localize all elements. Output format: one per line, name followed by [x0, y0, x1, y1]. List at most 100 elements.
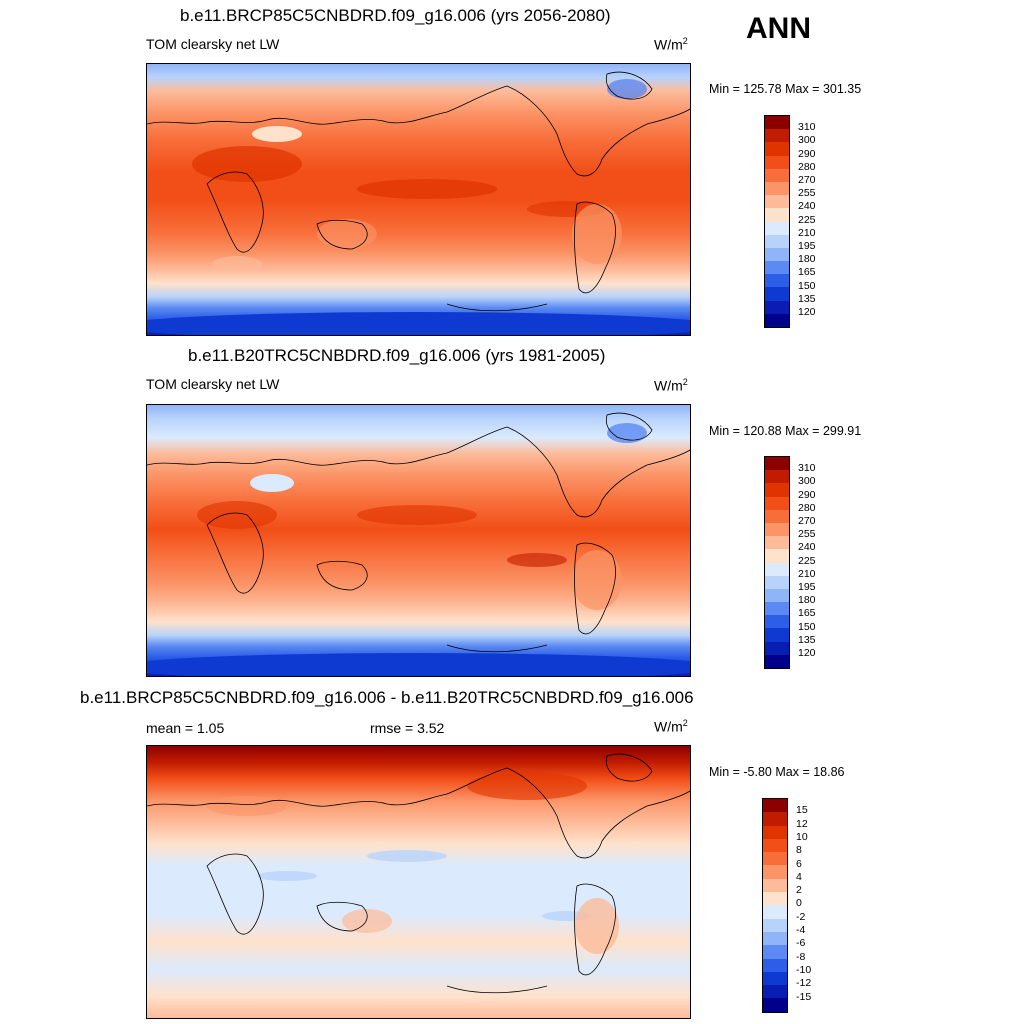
colorbar-swatch: [763, 958, 787, 972]
colorbar-swatch: [765, 470, 789, 484]
panel2-variable-label: TOM clearsky net LW: [146, 376, 280, 392]
colorbar-swatch: [765, 274, 789, 288]
colorbar-swatch: [765, 536, 789, 550]
colorbar-tick-label: 10: [796, 830, 808, 843]
panel3-mean-label: mean = 1.05: [146, 720, 225, 736]
colorbar-tick-label: 120: [798, 647, 816, 659]
colorbar-tick-label: -4: [796, 924, 806, 936]
colorbar-tick-label: 0: [796, 897, 802, 910]
colorbar-tick-label: 210: [798, 226, 816, 239]
colorbar-tick-label: -15: [796, 990, 812, 1003]
colorbar-tick-label: 165: [798, 607, 816, 620]
colorbar-tick-label: 290: [798, 488, 816, 501]
colorbar-swatch: [763, 945, 787, 959]
colorbar-swatch: [763, 852, 787, 866]
panel3-title: b.e11.BRCP85C5CNBDRD.f09_g16.006 - b.e11…: [80, 688, 694, 707]
colorbar-swatch: [763, 878, 787, 893]
colorbar-swatch: [763, 838, 787, 853]
colorbar-swatch: [763, 892, 787, 906]
colorbar-tick-label: 12: [796, 817, 808, 830]
colorbar-swatch: [763, 971, 787, 986]
colorbar-swatch: [763, 998, 787, 1012]
colorbar-tick-label: 210: [798, 567, 816, 580]
colorbar-swatch: [765, 615, 789, 629]
colorbar-swatch: [765, 654, 789, 668]
colorbar-swatch: [763, 799, 787, 813]
panel3-map: [146, 745, 691, 1019]
season-label: ANN: [746, 12, 811, 45]
panel1-units: W/m2: [654, 36, 688, 53]
colorbar-swatch: [765, 129, 789, 143]
panel3-units: W/m2: [654, 718, 688, 735]
panel2-units: W/m2: [654, 377, 688, 394]
panel1-map: [146, 63, 691, 336]
colorbar-tick-label: 240: [798, 200, 816, 213]
colorbar-swatch: [765, 509, 789, 523]
colorbar-tick-label: -8: [796, 950, 806, 963]
panel2-colorbar: 310 300 290 280 270 255 240 225 210 195 180 165 150 1…: [764, 456, 816, 670]
panel3-minmax: Min = -5.80 Max = 18.86: [709, 765, 845, 779]
colorbar-tick-label: 270: [798, 174, 816, 186]
colorbar-tick-label: 270: [798, 515, 816, 527]
colorbar-tick-label: 300: [798, 475, 816, 488]
colorbar-tick-label: 290: [798, 147, 816, 160]
colorbar-tick-label: 180: [798, 253, 816, 266]
colorbar-swatch: [765, 549, 789, 563]
colorbar-tick-label: -12: [796, 977, 812, 990]
panel2-title: b.e11.B20TRC5CNBDRD.f09_g16.006 (yrs 198…: [188, 346, 606, 365]
panel2-minmax: Min = 120.88 Max = 299.91: [709, 424, 862, 438]
colorbar-swatch: [763, 931, 787, 946]
colorbar-swatch: [765, 313, 789, 327]
colorbar-tick-label: 180: [798, 594, 816, 607]
colorbar-swatch: [763, 905, 787, 919]
colorbar-tick-label: 165: [798, 266, 816, 279]
colorbar-tick-label: 8: [796, 844, 802, 857]
colorbar-swatch: [765, 221, 789, 235]
colorbar-swatch: [765, 181, 789, 196]
colorbar-tick-label: 150: [798, 620, 816, 633]
colorbar-swatch: [765, 208, 789, 222]
colorbar-swatch: [765, 457, 789, 471]
colorbar-swatch: [765, 261, 789, 275]
colorbar-tick-label: 300: [798, 134, 816, 147]
colorbar-tick-label: 150: [798, 279, 816, 292]
colorbar-tick-label: 280: [798, 160, 816, 173]
colorbar-tick-label: 310: [798, 121, 816, 134]
colorbar-tick-label: 195: [798, 240, 816, 252]
panel1-title: b.e11.BRCP85C5CNBDRD.f09_g16.006 (yrs 20…: [180, 6, 611, 25]
colorbar-tick-label: 4: [796, 870, 802, 883]
panel1-minmax: Min = 125.78 Max = 301.35: [709, 82, 862, 96]
colorbar-swatch: [765, 575, 789, 589]
colorbar-swatch: [765, 155, 789, 169]
colorbar-swatch: [765, 483, 789, 497]
colorbar-swatch: [765, 641, 789, 655]
colorbar-swatch: [763, 812, 787, 826]
colorbar-swatch: [763, 825, 787, 839]
colorbar-tick-label: -10: [796, 963, 812, 976]
colorbar-tick-label: 135: [798, 633, 816, 646]
colorbar-tick-label: 255: [798, 528, 816, 541]
colorbar-swatch: [765, 168, 789, 182]
colorbar-tick-label: 240: [798, 541, 816, 554]
colorbar-swatch: [763, 985, 787, 999]
colorbar-tick-label: 135: [798, 292, 816, 305]
colorbar-swatch: [765, 628, 789, 642]
colorbar-swatch: [765, 300, 789, 314]
colorbar-tick-label: 225: [798, 554, 816, 567]
colorbar-tick-label: 6: [796, 857, 802, 870]
colorbar-tick-label: 255: [798, 187, 816, 200]
panel1-colorbar: 310 300 290 280 270 255 240 225 210 195 180 165 150 1…: [764, 115, 816, 329]
colorbar-swatch: [765, 116, 789, 130]
colorbar-swatch: [765, 287, 789, 301]
panel1-variable-label: TOM clearsky net LW: [146, 36, 280, 52]
panel3-colorbar: 15 12 10 8 6 4 2 0 -2 -4 -6 -8 -10 -12 -15: [762, 798, 811, 1013]
colorbar-swatch: [765, 588, 789, 603]
colorbar-swatch: [765, 522, 789, 537]
colorbar-swatch: [765, 496, 789, 510]
colorbar-swatch: [765, 142, 789, 156]
colorbar-tick-label: 195: [798, 581, 816, 593]
colorbar-tick-label: 2: [796, 884, 802, 897]
colorbar-tick-label: -2: [796, 910, 806, 923]
colorbar-swatch: [763, 865, 787, 879]
colorbar-swatch: [765, 247, 789, 262]
